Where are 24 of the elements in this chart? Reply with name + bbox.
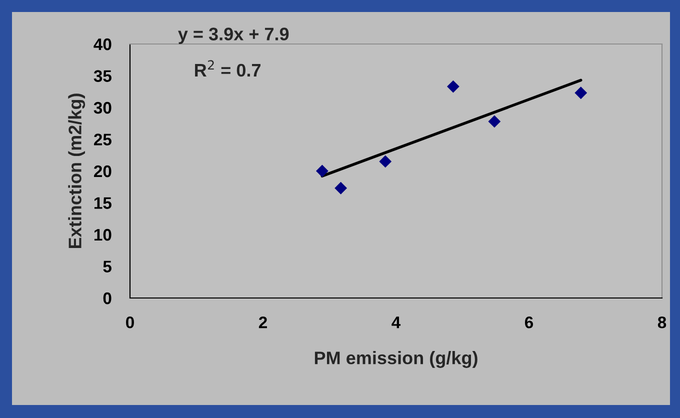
x-tick-label: 8 [658,316,666,328]
point [574,86,588,100]
x-tick-label: 6 [524,316,534,328]
point [446,80,460,93]
point [488,115,501,128]
point [316,164,328,178]
y-tick-label: 35 [94,70,112,82]
y-tick-label: 40 [94,38,112,50]
point [379,155,392,168]
x-tick-label: 0 [126,316,134,328]
x-tick-label: 2 [258,316,267,328]
y-tick-label: 25 [94,134,112,146]
y-tick-label: 30 [94,102,112,114]
point [334,182,348,194]
annotation: R$^{2}$ = 0.7 [195,60,260,77]
y-tick-label: 20 [94,165,112,178]
y-tick-label: 0 [103,292,112,304]
x-tick-label: 4 [392,316,401,328]
y-tick-label: 10 [94,228,112,241]
x-axis-title: PM emission (g/kg) [314,351,478,368]
y-tick-label: 5 [103,260,112,272]
y-tick-label: 15 [94,197,112,209]
y-axis-title: Extinction (m2/kg) [68,94,86,248]
annotation: y = 3.9x + 7.9 [178,28,289,44]
